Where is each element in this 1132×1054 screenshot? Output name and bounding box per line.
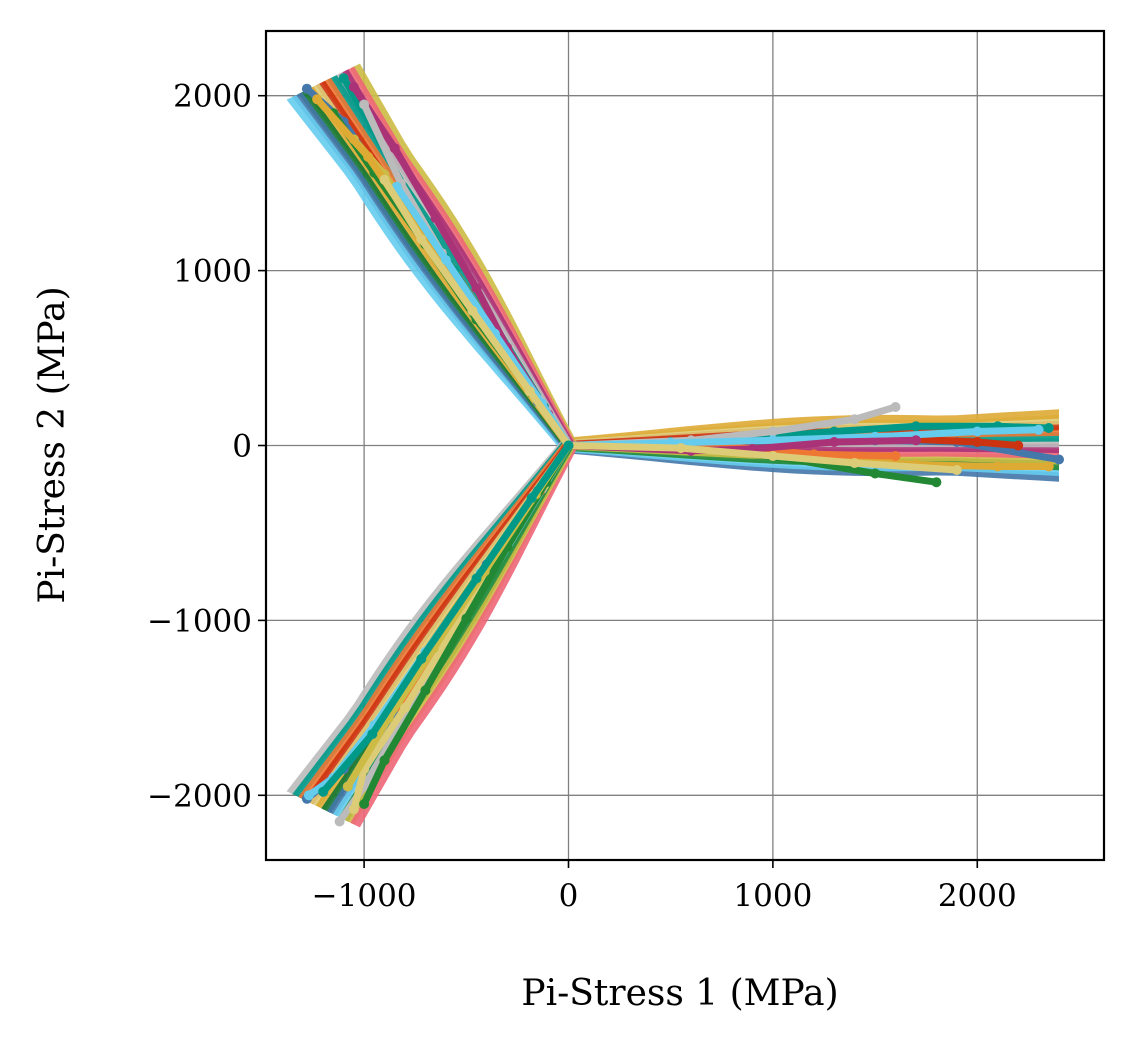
y-tick-label: 2000 bbox=[173, 79, 252, 115]
data-point bbox=[348, 82, 359, 92]
data-point bbox=[359, 799, 370, 809]
data-point bbox=[675, 443, 686, 454]
data-point bbox=[359, 99, 370, 110]
data-point bbox=[471, 283, 482, 294]
data-point bbox=[420, 685, 431, 696]
data-point bbox=[911, 435, 921, 446]
data-point bbox=[440, 255, 451, 266]
data-point bbox=[400, 702, 410, 713]
x-tick-label: 1000 bbox=[733, 878, 812, 914]
data-point bbox=[972, 437, 983, 447]
data-point bbox=[972, 426, 983, 437]
x-axis-label: Pi-Stress 1 (MPa) bbox=[521, 973, 838, 1014]
y-tick-label: −2000 bbox=[147, 778, 252, 814]
y-tick-label: 0 bbox=[232, 429, 252, 465]
x-tick-label: −1000 bbox=[312, 878, 417, 914]
branch-fill-band bbox=[568, 451, 1059, 482]
data-point bbox=[416, 234, 427, 245]
data-point bbox=[563, 440, 574, 451]
data-point bbox=[1013, 440, 1024, 451]
data-point bbox=[870, 468, 881, 479]
branch-fill-band bbox=[286, 441, 563, 796]
data-point bbox=[338, 73, 349, 84]
data-point bbox=[767, 435, 778, 446]
data-point bbox=[524, 386, 535, 397]
data-point bbox=[526, 493, 537, 503]
data-point bbox=[312, 94, 323, 105]
data-point bbox=[389, 143, 400, 154]
data-point bbox=[342, 781, 353, 792]
data-point bbox=[471, 573, 482, 584]
data-point bbox=[416, 653, 427, 664]
data-point bbox=[1043, 423, 1054, 433]
data-point bbox=[911, 421, 921, 432]
data-point bbox=[931, 477, 942, 488]
data-point bbox=[829, 437, 840, 447]
data-point bbox=[430, 213, 441, 224]
data-point bbox=[849, 414, 860, 425]
data-point bbox=[1054, 454, 1064, 465]
data-point bbox=[367, 729, 378, 740]
data-point bbox=[1033, 424, 1044, 435]
y-tick-label: −1000 bbox=[147, 603, 252, 639]
axis-ticks: −1000 0 1000 2000 −2000 −1000 0 1000 2000 bbox=[147, 79, 1017, 914]
data-point bbox=[301, 83, 312, 94]
data-point bbox=[1043, 461, 1054, 472]
data-point bbox=[829, 426, 840, 437]
branch-fill-band bbox=[292, 442, 564, 799]
data-point bbox=[363, 151, 374, 162]
data-point bbox=[348, 804, 359, 815]
branch-fill-band bbox=[568, 409, 1059, 440]
data-point bbox=[467, 305, 478, 316]
y-axis-label: Pi-Stress 2 (MPa) bbox=[32, 286, 73, 603]
data-point bbox=[767, 426, 778, 437]
data-point bbox=[334, 816, 345, 827]
data-point bbox=[461, 613, 472, 624]
data-point bbox=[767, 451, 778, 461]
data-series bbox=[301, 73, 1064, 827]
data-point bbox=[951, 465, 962, 475]
x-tick-label: 2000 bbox=[938, 878, 1017, 914]
data-point bbox=[379, 174, 390, 185]
data-point bbox=[992, 461, 1003, 472]
series-line bbox=[319, 442, 572, 796]
data-point bbox=[890, 451, 901, 461]
branch-fill-band bbox=[350, 448, 577, 828]
data-point bbox=[890, 402, 901, 412]
data-point bbox=[318, 786, 329, 797]
data-point bbox=[303, 790, 314, 801]
series-line bbox=[565, 426, 1043, 449]
data-point bbox=[379, 755, 390, 766]
x-tick-label: 0 bbox=[559, 878, 579, 914]
branch-fill-band bbox=[286, 95, 563, 450]
data-point bbox=[849, 458, 860, 468]
series-path-27 bbox=[318, 440, 574, 797]
y-tick-label: 1000 bbox=[173, 254, 252, 290]
